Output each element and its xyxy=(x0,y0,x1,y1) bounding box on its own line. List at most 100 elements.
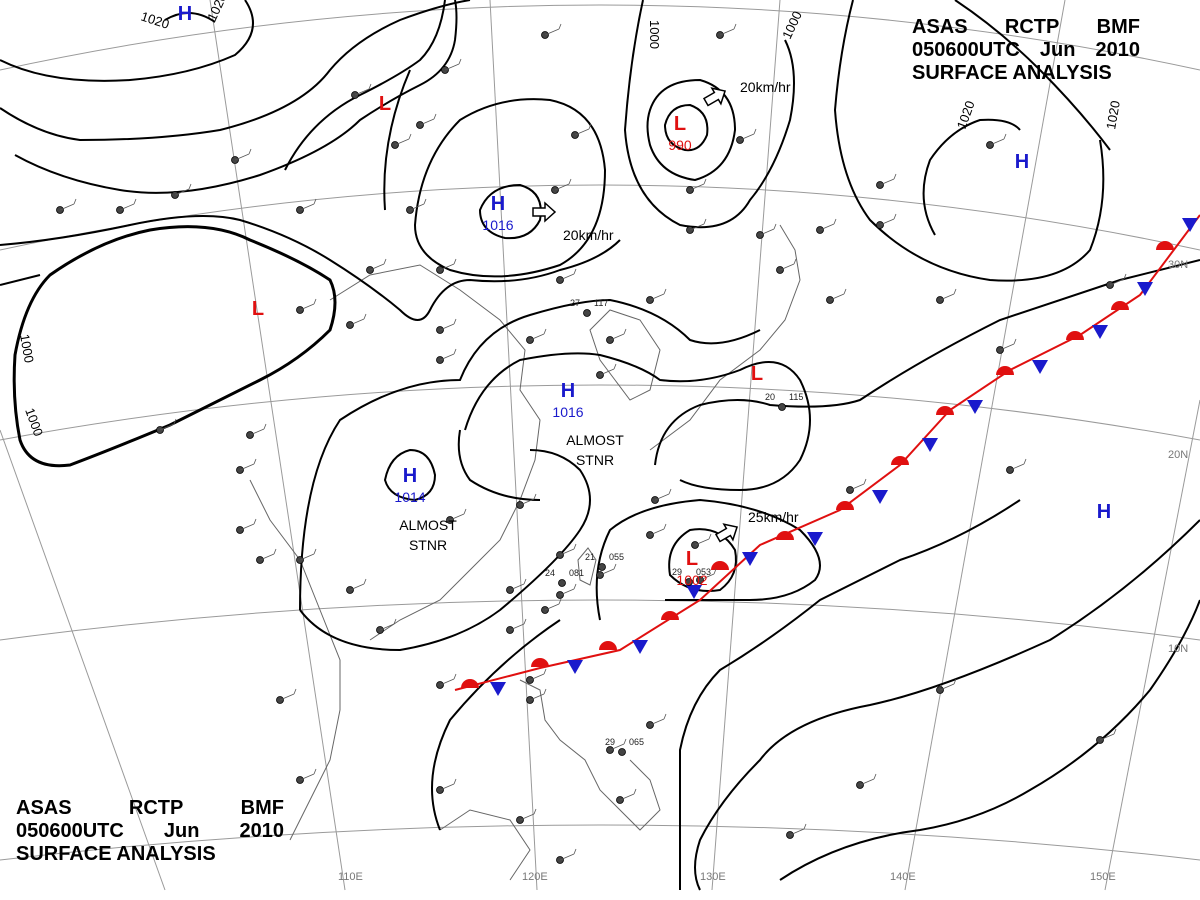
cold-front-symbol xyxy=(1137,282,1153,296)
almost-stationary-note: ALMOST STNR xyxy=(566,432,624,468)
motion-arrow xyxy=(532,201,557,223)
coastlines xyxy=(249,224,801,881)
low-pressure-center: L xyxy=(379,93,391,115)
almost-stationary-note: ALMOST STNR xyxy=(399,517,457,553)
parallel-10n xyxy=(0,599,1200,641)
isobar xyxy=(431,619,561,831)
motion-speed: 20km/hr xyxy=(563,227,614,243)
cold-front-symbol xyxy=(1032,360,1048,374)
station-plot xyxy=(436,778,457,794)
station-plot xyxy=(541,23,562,39)
coast-china xyxy=(329,264,541,641)
station-plot xyxy=(376,618,397,634)
isobar xyxy=(413,98,607,278)
station-plot xyxy=(256,548,277,564)
warm-front-symbol xyxy=(1066,331,1084,340)
title-block-bottom: ASAS RCTP BMF 050600UTC Jun 2010 SURFACE… xyxy=(16,797,284,866)
station-plot xyxy=(606,328,627,344)
station-plot xyxy=(651,488,672,504)
isobar-value-label: 1000 xyxy=(779,9,805,42)
station-temp: 20 xyxy=(765,392,775,402)
station-plot xyxy=(541,598,562,614)
station-plot xyxy=(936,678,957,694)
station-plot xyxy=(416,113,437,129)
station-reading: 29 065 xyxy=(605,737,644,756)
pressure-value: 1014 xyxy=(394,489,425,505)
product-label: SURFACE ANALYSIS xyxy=(912,62,1112,84)
station-pressure: 065 xyxy=(629,737,644,747)
pressure-symbol: L xyxy=(379,93,391,115)
station-plot xyxy=(596,563,617,579)
station-reading: 21 055 xyxy=(585,552,624,571)
high-pressure-center: H 1016 xyxy=(482,193,513,233)
station-temp: 21 xyxy=(585,552,595,562)
office-label: BMF xyxy=(1096,16,1140,38)
motion-vector: 20km/hr xyxy=(702,79,791,107)
meridian-120e xyxy=(489,0,538,891)
pressure-symbol: L xyxy=(674,113,686,135)
station-plot xyxy=(556,543,577,559)
pressure-centers: H L L 990 H H 1016 L H 1016 L H 1014 L 1002 H xyxy=(178,3,1111,588)
station-plot xyxy=(646,288,667,304)
station-plot xyxy=(616,788,637,804)
station-plot xyxy=(606,738,627,754)
pressure-value: 1016 xyxy=(482,217,513,233)
station-plot xyxy=(856,773,877,789)
isobar xyxy=(457,429,541,501)
stationary-front xyxy=(454,214,1200,691)
station-reading: 20 115 xyxy=(765,392,803,411)
warm-front-symbol xyxy=(711,561,729,570)
parallel-40n xyxy=(0,4,1200,71)
station-reading: 29 053 xyxy=(672,567,711,586)
isobar xyxy=(0,0,254,82)
isobar-value-label: 1020 xyxy=(954,99,978,131)
isobar xyxy=(623,0,795,229)
cold-front-symbol xyxy=(967,400,983,414)
latitude-label: 10N xyxy=(1168,643,1188,655)
station-plot xyxy=(786,823,807,839)
warm-front-symbol xyxy=(936,406,954,415)
longitude-label: 130E xyxy=(700,871,726,883)
station-plot xyxy=(276,688,297,704)
station-plot xyxy=(716,23,737,39)
station-plot xyxy=(246,423,267,439)
station-temp: 27 xyxy=(570,298,580,308)
motion-vector: 25km/hr xyxy=(714,509,799,543)
station-plot xyxy=(436,348,457,364)
low-pressure-center: L 1002 xyxy=(676,548,707,588)
time-label: 050600UTC xyxy=(16,820,124,842)
motion-speed: 25km/hr xyxy=(748,509,799,525)
month-label: Jun xyxy=(1039,39,1076,61)
isobar-value-label: 1000 xyxy=(22,406,46,438)
warm-front-symbol xyxy=(996,366,1014,375)
station-plot xyxy=(776,258,797,274)
coast-borneo xyxy=(439,809,531,881)
annotations: ALMOST STNR ALMOST STNR xyxy=(399,432,624,553)
cold-front-symbol xyxy=(922,438,938,452)
isobar xyxy=(478,183,542,240)
motion-arrow xyxy=(714,523,739,543)
pressure-symbol: H xyxy=(1097,501,1111,523)
year-label: 2010 xyxy=(1095,39,1141,61)
pressure-symbol: H xyxy=(403,465,417,487)
annotation-line: STNR xyxy=(576,452,614,468)
title-block-top: ASAS RCTP BMF 050600UTC Jun 2010 SURFACE… xyxy=(912,16,1140,85)
low-pressure-center: L 990 xyxy=(668,113,692,153)
motion-vectors: 20km/hr 20km/hr 25km/hr xyxy=(532,79,799,543)
isobar xyxy=(833,0,1105,282)
isobar xyxy=(779,599,1200,881)
isobar xyxy=(954,0,1111,151)
station-plot xyxy=(446,508,467,524)
station-plot xyxy=(826,288,847,304)
cold-front-symbol xyxy=(872,490,888,504)
coast-japan xyxy=(649,224,801,451)
station-plot xyxy=(571,123,592,139)
warm-front-symbol xyxy=(836,501,854,510)
station-plot xyxy=(156,418,177,434)
latitude-label: 30N xyxy=(1168,259,1188,271)
high-pressure-center: H 1014 xyxy=(394,465,425,505)
front-symbols xyxy=(461,218,1198,696)
station-plot xyxy=(56,198,77,214)
station-plot xyxy=(296,298,317,314)
